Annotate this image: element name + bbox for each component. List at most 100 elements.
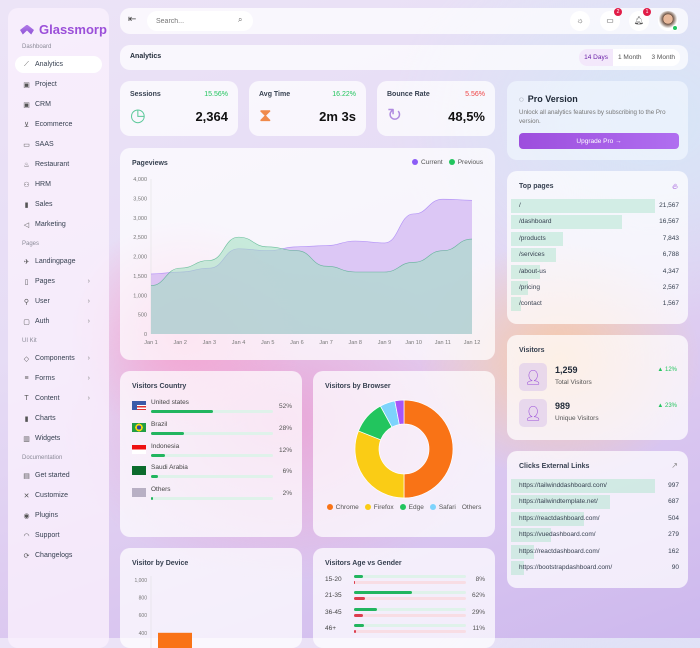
top-page-row[interactable]: /pricing 2,567 — [511, 281, 681, 295]
top-page-row[interactable]: /products 7,843 — [511, 231, 681, 246]
legend-current[interactable]: Current — [412, 159, 443, 166]
widgets-icon: ▥ — [23, 435, 30, 443]
avatar[interactable] — [658, 11, 678, 31]
sidebar-item-changelogs[interactable]: ⟳ Changelogs — [15, 547, 102, 564]
age-percent: 8% — [475, 576, 485, 583]
notifications-button[interactable]: 🔔︎ 1 — [629, 8, 651, 31]
logo[interactable]: Glassmorp — [20, 22, 107, 37]
sidebar-item-plugins[interactable]: ◉ Plugins — [15, 507, 102, 524]
cart-icon: ⊻ — [23, 121, 30, 129]
search-input[interactable] — [147, 11, 253, 31]
sidebar-item-charts[interactable]: ▮ Charts — [15, 410, 102, 427]
top-page-row[interactable]: / 21,567 — [511, 199, 681, 213]
user-check-icon: 👤︎ — [519, 399, 547, 427]
legend-safari[interactable]: Safari — [429, 504, 456, 511]
legend-firefox[interactable]: Firefox — [364, 504, 394, 511]
visitors-country-card: Visitors Country United states 52% Brazil 2… — [120, 371, 302, 537]
country-percent: 28% — [278, 424, 292, 432]
sidebar-item-hrm[interactable]: ⚇ HRM — [15, 176, 102, 193]
male-track — [354, 623, 466, 627]
sidebar-item-auth[interactable]: ▢ Auth › — [15, 313, 102, 330]
legend-others[interactable]: Others — [461, 504, 482, 511]
external-link-row[interactable]: https://vuedashboard.com/279 — [511, 528, 681, 543]
chart-line-icon: ⟋ — [24, 60, 29, 68]
theme-toggle-button[interactable]: ☼ — [570, 11, 590, 31]
visitors-card: Visitors 👤︎ 1,259 Total Visitors ▲ 12% 👤︎ 98… — [507, 335, 688, 440]
external-link-row[interactable]: https://reactdashboard.com/504 — [511, 511, 681, 526]
value-bar — [511, 281, 529, 295]
sidebar-item-label: Pages — [35, 278, 55, 285]
slice-chrome — [403, 399, 454, 499]
sidebar-item-analytics[interactable]: ⟋ Analytics — [15, 56, 102, 73]
value-bar — [511, 495, 611, 510]
sidebar-item-label: Plugins — [35, 512, 58, 519]
upgrade-pro-button[interactable]: Upgrade Pro → — [519, 133, 679, 149]
sidebar-item-sales[interactable]: ▮ Sales — [15, 196, 102, 213]
value-bar — [511, 215, 622, 230]
device-bar-chart: 2004006008001,000 — [134, 576, 192, 648]
country-name: Indonesia — [151, 442, 180, 450]
sidebar-item-user[interactable]: ⚲ User › — [15, 293, 102, 310]
top-page-row[interactable]: /about-us 4,347 — [511, 264, 681, 279]
external-link-row[interactable]: https://tailwindtemplate.net/687 — [511, 495, 681, 510]
chevron-right-icon: › — [87, 298, 90, 305]
sidebar-item-forms[interactable]: ≡ Forms › — [15, 370, 102, 387]
sidebar-item-pages[interactable]: ▯ Pages › — [15, 273, 102, 290]
link-clicks: 504 — [668, 514, 679, 522]
link-clicks: 90 — [671, 564, 679, 571]
legend-chrome[interactable]: Chrome — [326, 504, 359, 511]
age-percent: 62% — [471, 592, 485, 600]
country-name: Others — [151, 486, 171, 494]
sidebar-item-content[interactable]: T Content › — [15, 390, 102, 407]
chevron-right-icon: › — [87, 278, 90, 285]
page-views: 6,788 — [662, 251, 679, 259]
sidebar-item-project[interactable]: ▣ Project — [15, 76, 102, 93]
unique-visitors: 👤︎ 989 Unique Visitors ▲ 23% — [519, 399, 679, 429]
y-tick-label: 1,000 — [134, 578, 147, 584]
legend-edge[interactable]: Edge — [399, 504, 424, 511]
top-page-row[interactable]: /dashboard 16,567 — [511, 215, 681, 230]
messages-button[interactable]: ▭ 2 — [600, 8, 622, 31]
range-14-days[interactable]: 14 Days — [579, 49, 613, 66]
sidebar: Glassmorp Dashboard ⟋ Analytics ▣ Project ▣ CR… — [8, 8, 109, 648]
sidebar-item-customize[interactable]: ✕ Customize — [15, 487, 102, 504]
x-tick-label: Jan 9 — [378, 340, 391, 346]
y-tick-label: 3,000 — [133, 216, 147, 222]
flag-icon — [132, 488, 146, 498]
sidebar-item-restaurant[interactable]: ♨ Restaurant — [15, 156, 102, 173]
female-fill — [354, 597, 365, 601]
card-title: Visitors by Browser — [325, 383, 391, 390]
external-link-row[interactable]: https://bootstrapdashboard.com/90 — [511, 561, 681, 575]
external-link-icon[interactable]: ↗ — [671, 461, 678, 470]
y-tick-label: 500 — [138, 313, 147, 319]
chevron-right-icon: › — [87, 395, 90, 402]
sidebar-item-landingpage[interactable]: ✈ Landingpage — [15, 253, 102, 270]
external-link-row[interactable]: https://tailwinddashboard.com/997 — [511, 479, 681, 493]
age-range: 36-45 — [325, 608, 342, 616]
bar-chart-icon: ▮ — [24, 415, 29, 423]
sidebar-item-saas[interactable]: ▭ SAAS — [15, 136, 102, 153]
nav-section-title: Pages — [22, 241, 40, 247]
search-icon[interactable]: ⌕ — [238, 15, 243, 24]
sidebar-item-marketing[interactable]: ◁ Marketing — [15, 216, 102, 233]
top-page-row[interactable]: /services 6,788 — [511, 248, 681, 263]
legend-previous[interactable]: Previous — [448, 159, 483, 166]
card-title: Visitor by Device — [132, 560, 189, 567]
sidebar-item-label: Charts — [35, 415, 56, 422]
collapse-sidebar-icon[interactable]: ⇤ — [128, 14, 137, 25]
sidebar-item-components[interactable]: ◇ Components › — [15, 350, 102, 367]
range-3-month[interactable]: 3 Month — [651, 54, 676, 61]
sidebar-item-support[interactable]: ◠ Support — [15, 527, 102, 544]
contact-icon: ▣ — [23, 101, 30, 109]
top-page-row[interactable]: /contact 1,567 — [511, 297, 681, 312]
nav-section-title: Documentation — [22, 455, 63, 461]
sidebar-item-crm[interactable]: ▣ CRM — [15, 96, 102, 113]
sidebar-item-ecommerce[interactable]: ⊻ Ecommerce — [15, 116, 102, 133]
users-icon: ⚇ — [23, 181, 30, 189]
range-1-month[interactable]: 1 Month — [618, 54, 642, 61]
sidebar-item-widgets[interactable]: ▥ Widgets — [15, 430, 102, 447]
sidebar-item-get-started[interactable]: ▤ Get started — [15, 467, 102, 484]
external-link-row[interactable]: https://reactdashboard.com/162 — [511, 544, 681, 559]
country-row: Brazil 28% — [132, 421, 292, 443]
x-tick-label: Jan 7 — [319, 340, 332, 346]
